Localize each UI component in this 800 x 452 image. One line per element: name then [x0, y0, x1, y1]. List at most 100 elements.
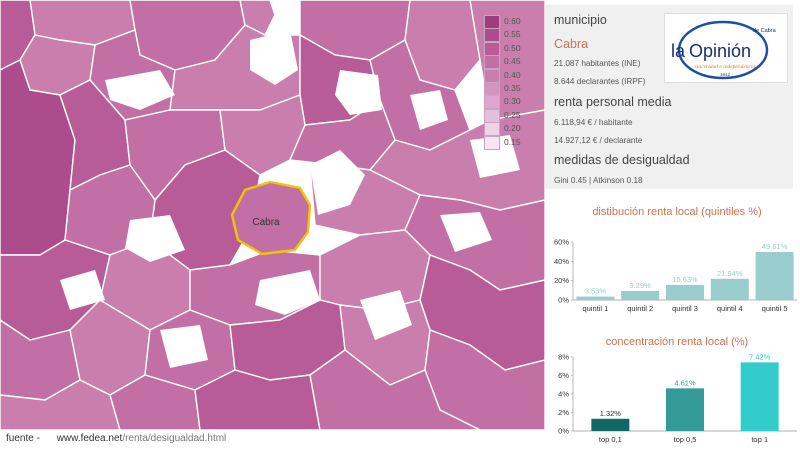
x-tick-label: quintil 1 [582, 304, 608, 313]
legend-label: 0.15 [504, 136, 521, 147]
y-tick-label: 8% [558, 353, 569, 362]
legend-row: 0.55 [484, 28, 524, 43]
data-label: 1.32% [600, 409, 622, 418]
footer-link[interactable]: www.fedea.net/renta/desigualdad.html [57, 433, 227, 444]
bar [755, 252, 794, 300]
highlighted-municipality[interactable] [230, 180, 312, 256]
data-label: 9.29% [630, 281, 652, 290]
chart2-title: concentración renta local (%) [606, 336, 748, 348]
data-label: 49.61% [762, 242, 788, 251]
legend-swatch [484, 55, 500, 70]
declarantes-text: 8.644 declarantes (IRPF) [554, 77, 646, 86]
color-legend: 0.60 0.55 0.50 0.45 0.40 0.35 0.30 0.25 0.20 0.15 [484, 15, 524, 150]
legend-swatch [484, 95, 500, 110]
data-label: 15.63% [672, 275, 698, 284]
data-label: 21.94% [717, 269, 743, 278]
no-data-area [60, 270, 105, 310]
quintiles-chart: 0% 20% 40% 60% 3.53% quintil 1 9.29% quintil 2 1… [554, 238, 797, 313]
income-map[interactable]: Cabra [0, 0, 545, 430]
legend-swatch [484, 28, 500, 43]
no-data-areas [60, 30, 520, 368]
x-tick-label: quintil 3 [672, 304, 698, 313]
legend-label: 0.60 [504, 16, 521, 26]
legend-swatch [484, 108, 500, 123]
municipality-regions[interactable] [0, 0, 545, 430]
no-data-area [255, 270, 320, 315]
y-tick-label: 4% [558, 390, 569, 399]
legend-swatch [484, 41, 500, 56]
data-label: 3.53% [585, 287, 607, 296]
habitantes-text: 21.087 habitantes (INE) [554, 59, 641, 68]
newspaper-logo: la Opinión de Cabra sinceridad e indepen… [664, 13, 788, 83]
legend-label: 0.50 [504, 42, 521, 53]
data-label: 4.61% [674, 378, 696, 387]
no-data-area [250, 30, 298, 85]
legend-row: 0.35 [484, 81, 524, 96]
logo-name-part1: la [671, 41, 686, 61]
no-data-area [335, 70, 382, 115]
no-data-area [125, 215, 185, 262]
legend-row: 0.20 [484, 122, 524, 137]
legend-row: 0.60 [484, 15, 524, 29]
chart1-title: distibución renta local (quintiles %) [592, 206, 761, 218]
footer-label: fuente - [6, 433, 40, 444]
x-tick-label: quintil 5 [762, 304, 788, 313]
footer-url-path: /renta/desigualdad.html [122, 433, 227, 444]
renta-declarante-text: 14.927,12 € / declarante [554, 136, 643, 145]
bar [576, 296, 615, 300]
x-tick-label: top 1 [751, 435, 768, 444]
highlighted-municipality-label: Cabra [252, 217, 280, 228]
legend-swatch [484, 122, 500, 137]
bar [710, 278, 749, 300]
legend-swatch [484, 68, 500, 83]
bar [666, 388, 704, 431]
logo-suffix: de Cabra [753, 28, 777, 34]
legend-label: 0.20 [504, 123, 521, 134]
no-data-area [160, 325, 208, 368]
no-data-area [310, 150, 365, 215]
legend-row: 0.50 [484, 41, 524, 56]
x-tick-label: quintil 4 [717, 304, 743, 313]
x-tick-label: top 0,5 [674, 435, 697, 444]
footer-url-domain: www.fedea.net [56, 433, 123, 444]
bar [621, 291, 660, 300]
legend-row: 0.40 [484, 68, 524, 83]
bar [591, 418, 630, 431]
logo-tagline: sinceridad e independencia [695, 64, 756, 70]
desigualdad-heading: medidas de desigualdad [554, 153, 690, 167]
y-tick-label: 60% [554, 238, 569, 247]
logo-ring [677, 20, 769, 80]
x-tick-label: top 0,1 [599, 435, 622, 444]
data-label: 7.42% [749, 352, 771, 361]
concentration-chart: 0% 2% 4% 6% 8% 1.32% top 0,1 4.61% top 0,5 7.42% t… [558, 352, 797, 444]
bar [740, 362, 779, 431]
legend-row: 0.45 [484, 55, 524, 70]
legend-row: 0.30 [484, 95, 524, 110]
renta-heading: renta personal media [554, 95, 672, 109]
renta-habitante-text: 6.118,94 € / habitante [554, 118, 633, 127]
y-tick-label: 20% [554, 276, 569, 285]
municipio-heading: municipio [554, 13, 607, 27]
footer: fuente - www.fedea.net/renta/desigualdad… [6, 433, 226, 444]
x-tick-label: quintil 2 [627, 304, 653, 313]
legend-swatch [484, 15, 500, 29]
bar [666, 284, 704, 300]
charts-area: distibución renta local (quintiles %) 0%… [554, 206, 797, 444]
logo-name-part2: Opinión [689, 41, 751, 61]
municipio-name: Cabra [554, 37, 589, 51]
info-panel: municipio Cabra 21.087 habitantes (INE) … [545, 5, 793, 189]
municipality-region[interactable] [309, 349, 481, 430]
legend-label: 0.30 [504, 96, 521, 107]
y-tick-label: 2% [558, 408, 569, 417]
legend-label: 0.25 [504, 109, 521, 120]
y-tick-label: 0% [558, 296, 569, 305]
no-data-area [470, 135, 520, 178]
legend-swatch [484, 135, 500, 150]
no-data-area [105, 70, 175, 110]
no-data-area [360, 290, 412, 340]
legend-label: 0.40 [504, 69, 521, 80]
legend-label: 0.45 [504, 56, 521, 67]
no-data-area [440, 212, 492, 252]
legend-row: 0.15 [484, 135, 524, 150]
y-tick-label: 40% [554, 257, 569, 266]
